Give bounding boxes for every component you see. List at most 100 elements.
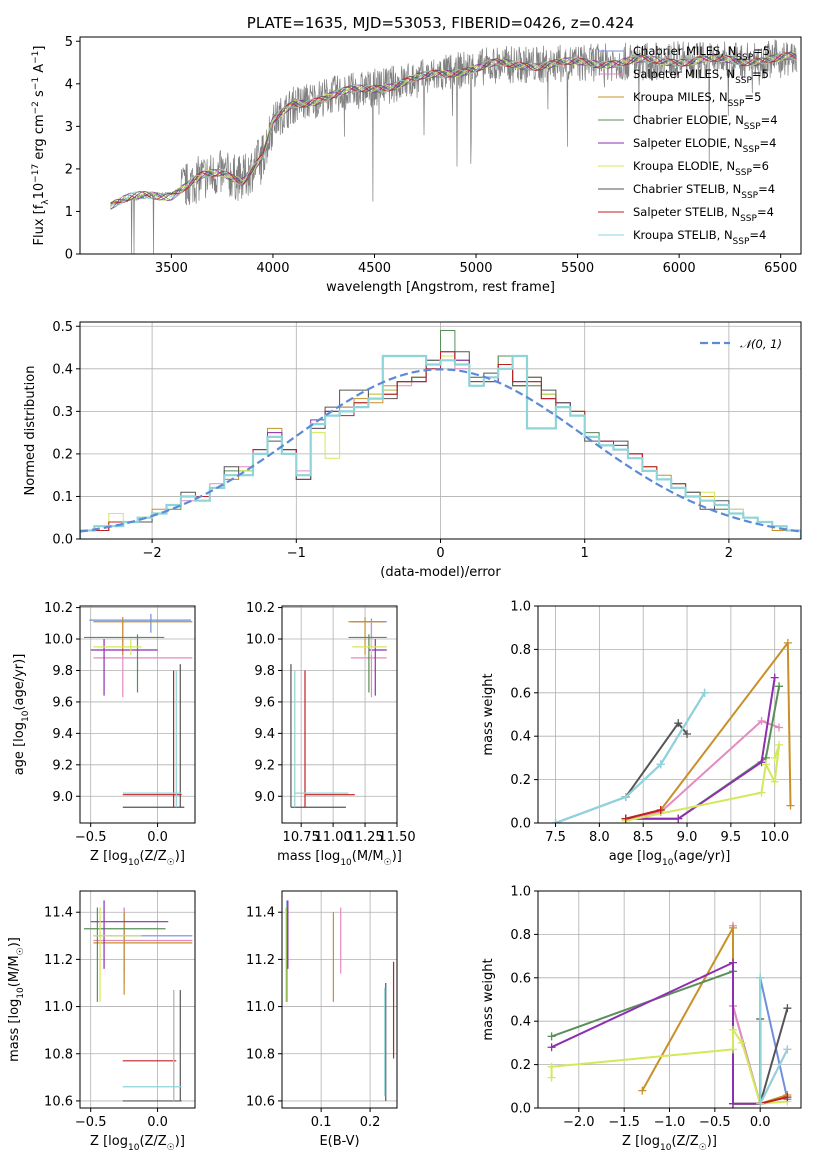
plus-marker — [775, 723, 784, 732]
y-tick-label: 9.4 — [254, 727, 275, 742]
plot-area — [547, 921, 792, 1108]
plot-area — [80, 330, 801, 539]
plot-area — [285, 900, 395, 1101]
x-tick-label: 0.0 — [750, 1115, 771, 1130]
plus-marker — [656, 760, 665, 769]
plot-area — [290, 617, 387, 808]
x-tick-label: 0.2 — [360, 1115, 381, 1130]
plus-marker — [547, 1032, 556, 1041]
y-tick-label: 11.4 — [246, 906, 275, 921]
legend-entry: Kroupa MILES, NSSP=5 — [633, 90, 761, 109]
y-tick-label: 0.8 — [510, 643, 531, 658]
x-tick-label: −2.0 — [563, 1115, 595, 1130]
x-tick-label: 6000 — [663, 261, 696, 276]
chart-title: PLATE=1635, MJD=53053, FIBERID=0426, z=0… — [247, 14, 634, 32]
y-tick-label: 0.2 — [510, 773, 531, 788]
x-tick-label: 11.25 — [346, 830, 383, 845]
legend-entry: Chabrier MILES, NSSP=5 — [633, 44, 770, 63]
legend-entry: Salpeter ELODIE, NSSP=4 — [633, 136, 776, 155]
y-axis-label: mass weight — [481, 673, 496, 755]
x-axis-label: E(B-V) — [319, 1134, 359, 1149]
plus-marker — [783, 638, 792, 647]
axes-frame — [79, 605, 196, 824]
plus-marker — [756, 1099, 765, 1108]
plus-marker — [770, 777, 779, 786]
y-tick-label: 0.2 — [52, 447, 73, 462]
plot-area — [84, 900, 193, 1102]
y-axis-label: mass [log10(M/M☉)] — [7, 937, 26, 1062]
massweight-line-kroupa-stelib — [555, 692, 706, 823]
x-tick-label: 8.0 — [589, 830, 610, 845]
x-tick-label: 11.00 — [315, 830, 352, 845]
y-tick-label: 10.6 — [246, 1094, 275, 1109]
residuals-panel: −2 −1 0 1 2 0.0 0.1 0.2 0.3 0.4 0.5 (data-model)/er… — [23, 320, 802, 580]
y-tick-label: 0.4 — [52, 362, 73, 377]
plus-marker — [783, 1045, 792, 1054]
y-tick-label: 1 — [65, 205, 73, 220]
y-tick-label: 11.0 — [44, 1000, 73, 1015]
plus-marker — [757, 717, 766, 726]
plus-marker — [547, 1043, 556, 1052]
y-tick-label: 0.8 — [510, 928, 531, 943]
x-tick-label: 5000 — [459, 261, 492, 276]
plus-marker — [757, 758, 766, 767]
x-tick-label: −1.0 — [654, 1115, 686, 1130]
x-axis-label: wavelength [Angstrom, rest frame] — [326, 280, 555, 295]
y-tick-label: 1.0 — [510, 600, 531, 615]
axes-frame — [281, 605, 398, 824]
legend-entry: Kroupa STELIB, NSSP=4 — [633, 228, 766, 247]
plus-marker — [756, 973, 765, 982]
x-tick-label: −1 — [287, 546, 306, 561]
plus-marker — [770, 753, 779, 762]
x-tick-label: 0.0 — [147, 830, 168, 845]
y-tick-label: 9.4 — [52, 727, 73, 742]
axes-frame — [537, 890, 802, 1109]
legend-entry: Salpeter STELIB, NSSP=4 — [633, 205, 774, 224]
massweight-line-salpeter-stelib — [759, 1096, 788, 1105]
plus-marker — [757, 788, 766, 797]
plus-marker — [728, 1045, 737, 1054]
model-spectrum-kroupa-elodie — [110, 52, 797, 208]
y-tick-label: 5 — [65, 35, 73, 50]
x-tick-label: −0.5 — [699, 1115, 731, 1130]
y-tick-label: 11.4 — [44, 906, 73, 921]
legend-entry: Kroupa ELODIE, NSSP=6 — [633, 159, 769, 178]
y-tick-label: 0.6 — [510, 971, 531, 986]
y-tick-label: 0.4 — [510, 1015, 531, 1030]
y-axis-label: Normed distribution — [23, 366, 38, 496]
y-tick-label: 0.3 — [52, 405, 73, 420]
x-tick-label: 10.0 — [760, 830, 789, 845]
y-tick-label: 4 — [65, 77, 73, 92]
axes-frame — [537, 605, 802, 824]
plus-marker — [761, 760, 770, 769]
x-tick-label: 0.0 — [147, 1115, 168, 1130]
plus-marker — [683, 730, 692, 739]
plus-marker — [783, 1093, 792, 1102]
x-axis-label: Z [log10(Z/Z☉)] — [90, 849, 185, 868]
y-tick-label: 0.0 — [510, 817, 531, 832]
plus-marker — [621, 814, 630, 823]
massweight-vs-age-panel: 7.5 8.0 8.5 9.0 9.5 10.0 0.0 0.2 0.4 0.6 0.8 1.0 age… — [481, 600, 802, 868]
x-tick-label: 1 — [581, 546, 589, 561]
plot-area — [110, 39, 798, 254]
x-tick-label: −0.5 — [75, 1115, 107, 1130]
y-tick-label: 11.2 — [246, 953, 275, 968]
plus-marker — [783, 1004, 792, 1013]
age-vs-metallicity-panel: −0.5 0.0 9.0 9.2 9.4 9.6 9.8 10.0 10.2 Z [log10(Z… — [12, 601, 196, 868]
plot-area — [84, 613, 193, 808]
x-tick-label: 11.50 — [378, 830, 415, 845]
plus-marker — [775, 682, 784, 691]
x-tick-label: 7.5 — [545, 830, 566, 845]
y-tick-label: 10.0 — [44, 633, 73, 648]
x-tick-label: 3500 — [155, 261, 188, 276]
y-tick-label: 9.6 — [254, 695, 275, 710]
plus-marker — [728, 923, 737, 932]
y-tick-label: 0.2 — [510, 1058, 531, 1073]
y-tick-label: 0.0 — [510, 1102, 531, 1117]
plus-marker — [728, 1025, 737, 1034]
legend-entry: Chabrier ELODIE, NSSP=4 — [633, 113, 778, 132]
x-axis-label: (data-model)/error — [380, 565, 501, 580]
legend-entry: 𝒩(0, 1) — [740, 337, 782, 351]
